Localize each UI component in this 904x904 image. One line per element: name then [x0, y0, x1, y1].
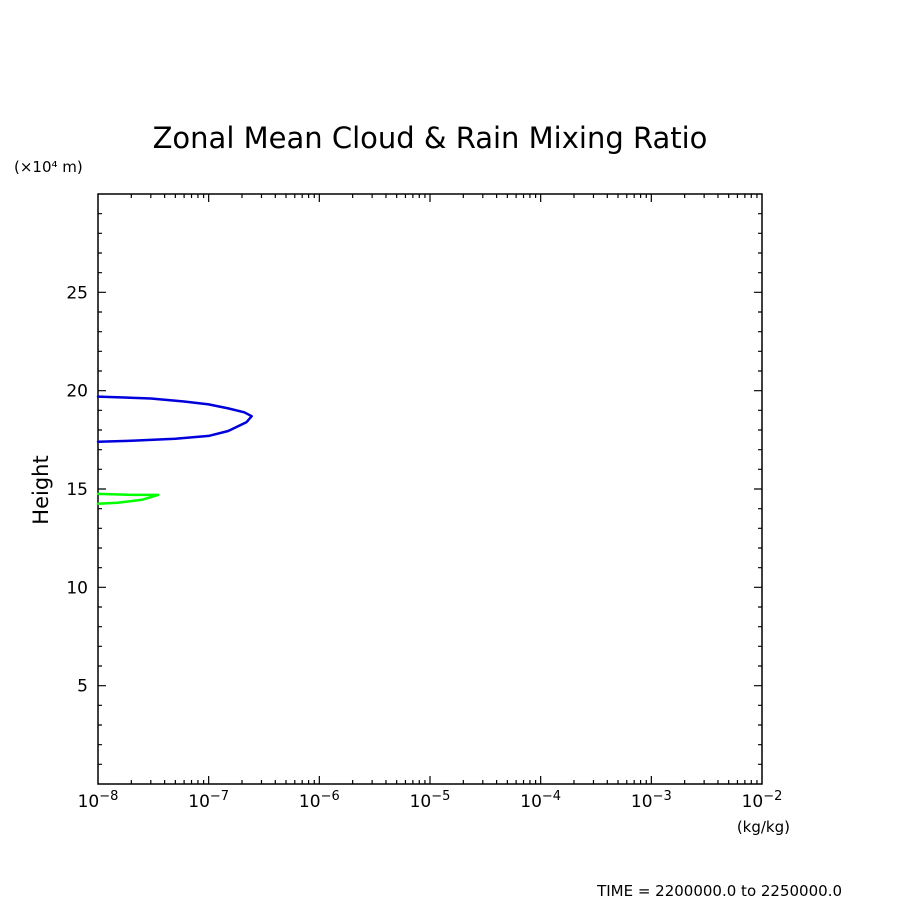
y-tick-label: 20: [66, 382, 88, 402]
axis-ticks: [98, 194, 762, 784]
series-line-1: [96, 395, 253, 444]
tick-marks: [98, 194, 762, 784]
series-line-2: [96, 492, 160, 506]
x-tick-label: 10−3: [631, 789, 672, 812]
y-tick-label: 10: [66, 578, 88, 598]
y-tick-label: 15: [66, 480, 88, 500]
x-tick-label: 10−8: [78, 789, 119, 812]
plot-frame: [97, 193, 763, 785]
x-tick-label: 10−2: [742, 789, 783, 812]
x-tick-label: 10−4: [520, 789, 561, 812]
x-tick-label: 10−5: [410, 789, 451, 812]
series-layer: [96, 395, 253, 506]
time-range-footer: TIME = 2200000.0 to 2250000.0: [596, 882, 842, 900]
y-axis-label: Height: [29, 455, 53, 524]
x-tick-labels: 10−8 10−7 10−6 10−5 10−4 10−3 10−2: [78, 789, 783, 812]
x-axis-unit: (kg/kg): [737, 818, 790, 836]
x-tick-label: 10−6: [299, 789, 340, 812]
x-tick-label: 10−7: [188, 789, 229, 812]
y-tick-label: 25: [66, 283, 88, 303]
y-tick-label: 5: [77, 677, 88, 697]
y-tick-labels: 5 10 15 20 25: [66, 283, 88, 696]
y-axis-unit: (×10⁴ m): [14, 158, 83, 176]
chart-title: Zonal Mean Cloud & Rain Mixing Ratio: [153, 121, 708, 155]
